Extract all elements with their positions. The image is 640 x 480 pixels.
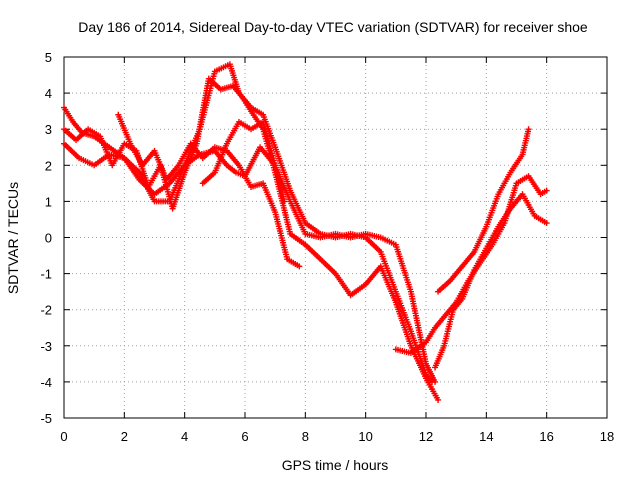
x-tick-label: 0 [60,429,67,444]
y-tick-label: 2 [45,158,52,173]
x-tick-label: 8 [302,429,309,444]
series-arc-5 [199,118,288,205]
x-tick-label: 10 [358,429,372,444]
y-tick-label: 1 [45,194,52,209]
x-axis-label: GPS time / hours [282,457,389,473]
data-point-marker [296,263,303,270]
data-point-marker [543,187,550,194]
y-tick-label: 4 [45,86,52,101]
data-point-marker [281,198,288,205]
y-tick-label: -5 [40,411,52,426]
data-point-marker [543,220,550,227]
data-point-marker [525,126,532,133]
series-arc-8 [432,191,550,371]
x-tick-label: 12 [419,429,433,444]
series-arc-4 [115,111,303,270]
y-tick-label: -3 [40,339,52,354]
x-tick-label: 4 [181,429,188,444]
x-tick-label: 16 [539,429,553,444]
y-tick-label: 5 [45,50,52,65]
x-tick-label: 6 [241,429,248,444]
series-layer [61,61,550,403]
y-tick-label: -2 [40,303,52,318]
y-tick-label: -1 [40,267,52,282]
x-tick-label: 18 [600,429,614,444]
y-tick-label: -4 [40,375,52,390]
y-tick-label: 0 [45,231,52,246]
y-tick-label: 3 [45,122,52,137]
y-axis-label: SDTVAR / TECUs [5,182,21,294]
x-tick-label: 14 [479,429,493,444]
x-tick-label: 2 [121,429,128,444]
series-line-arc-2 [62,63,434,383]
chart-title: Day 186 of 2014, Sidereal Day-to-day VTE… [78,19,588,35]
data-point-marker [435,396,442,403]
series-arc-6 [435,126,532,295]
series-line-arc-6 [437,128,530,293]
series-arc-1 [61,104,439,385]
